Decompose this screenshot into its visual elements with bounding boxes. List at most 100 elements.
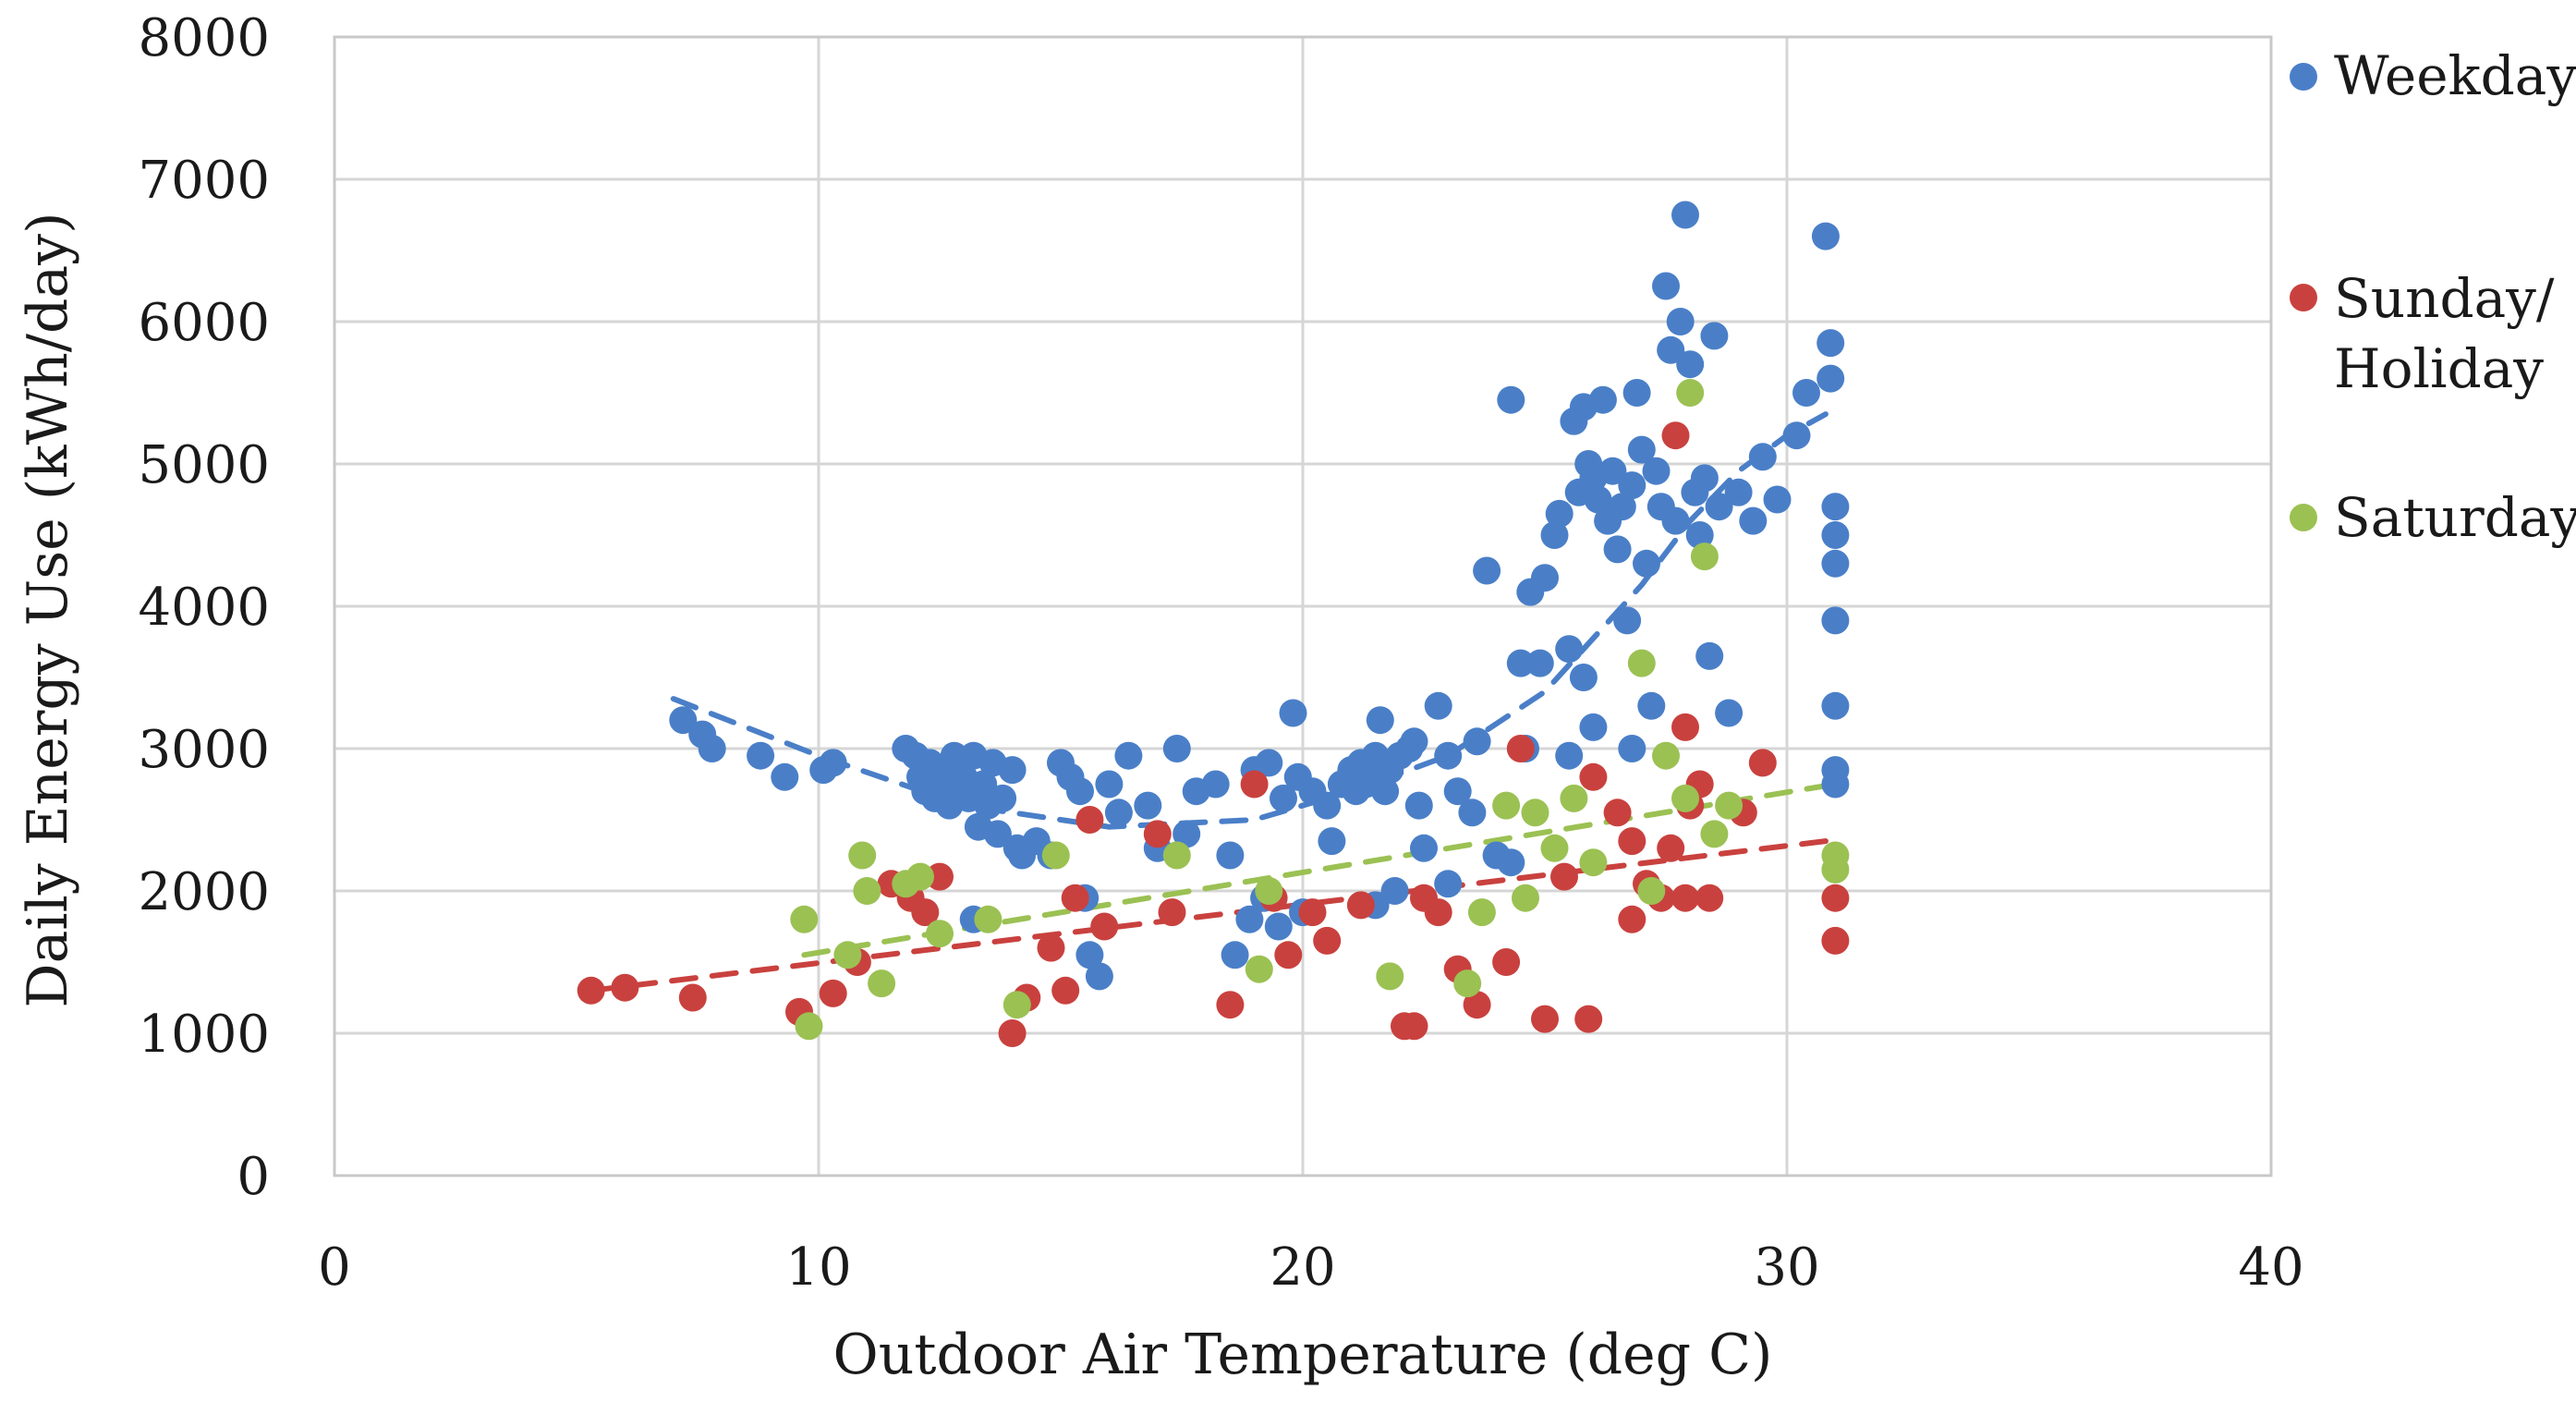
- point-s1-0: [577, 976, 605, 1005]
- point-s2-3: [848, 841, 877, 870]
- point-s2-2: [833, 941, 862, 969]
- y-tick-2000: 2000: [138, 862, 270, 922]
- point-s0-81: [1531, 564, 1559, 592]
- point-s0-83: [1540, 521, 1569, 549]
- point-s2-26: [1652, 741, 1680, 770]
- point-s1-43: [1661, 421, 1690, 450]
- point-s0-126: [1817, 364, 1845, 393]
- point-s1-2: [678, 983, 707, 1012]
- point-s1-23: [1298, 898, 1327, 927]
- y-tick-6000: 6000: [138, 293, 270, 353]
- point-s0-57: [1318, 827, 1346, 856]
- plot-frame: [333, 35, 2273, 1177]
- point-s0-77: [1497, 848, 1525, 877]
- y-tick-labels: 0 1000 2000 3000 4000 5000 6000 7000 8000: [138, 8, 270, 1207]
- point-s1-44: [1671, 713, 1699, 741]
- point-s0-119: [1739, 506, 1768, 535]
- point-s1-15: [1075, 806, 1104, 834]
- point-s0-96: [1608, 493, 1636, 521]
- point-s0-127: [1821, 493, 1850, 521]
- point-s0-91: [1584, 485, 1612, 514]
- point-s0-84: [1545, 499, 1574, 528]
- point-s1-20: [1240, 770, 1269, 799]
- point-s0-51: [1255, 749, 1283, 777]
- point-s2-11: [1041, 841, 1070, 870]
- point-s0-25: [983, 820, 1012, 848]
- data-points: [577, 201, 1850, 1047]
- point-s0-107: [1661, 506, 1690, 535]
- point-s1-49: [1748, 749, 1777, 777]
- point-s0-109: [1671, 201, 1699, 229]
- x-tick-20: 20: [1270, 1237, 1335, 1298]
- point-s2-13: [1245, 955, 1273, 983]
- point-s0-82: [1497, 385, 1525, 414]
- point-s0-97: [1613, 606, 1642, 635]
- point-s2-27: [1671, 784, 1699, 812]
- y-tick-8000: 8000: [138, 8, 270, 68]
- point-s1-13: [1051, 976, 1080, 1005]
- point-s0-3: [747, 741, 775, 770]
- point-s0-106: [1657, 335, 1685, 364]
- x-tick-30: 30: [1754, 1237, 1819, 1298]
- point-s0-4: [771, 762, 799, 791]
- point-s2-10: [1002, 991, 1031, 1019]
- point-s2-4: [853, 877, 881, 905]
- point-s1-53: [1618, 827, 1646, 856]
- point-s2-5: [868, 969, 896, 998]
- point-s0-26: [989, 784, 1017, 812]
- point-s2-29: [1690, 543, 1719, 571]
- y-tick-1000: 1000: [138, 1005, 270, 1065]
- plot-border: [333, 35, 2273, 1177]
- point-s1-27: [1400, 1012, 1428, 1041]
- point-s0-116: [1705, 493, 1733, 521]
- point-s0-140: [1264, 912, 1293, 941]
- legend-label-weekday: Weekday: [2334, 44, 2576, 107]
- point-s0-39: [1095, 770, 1124, 799]
- series-2: [790, 379, 1850, 1041]
- point-s0-144: [1434, 870, 1463, 898]
- y-tick-3000: 3000: [138, 720, 270, 780]
- point-s0-22: [969, 770, 998, 799]
- point-s1-51: [1821, 926, 1850, 955]
- point-s0-44: [1162, 735, 1191, 762]
- y-tick-0: 0: [237, 1147, 270, 1207]
- point-s0-100: [1627, 435, 1656, 464]
- point-s0-38: [1075, 941, 1104, 969]
- legend-label-sunday-holiday: Sunday/ Holiday: [2334, 267, 2571, 400]
- x-tick-40: 40: [2238, 1237, 2303, 1298]
- x-tick-10: 10: [785, 1237, 851, 1298]
- point-s1-14: [1061, 884, 1089, 912]
- point-s1-52: [1671, 884, 1699, 912]
- point-s0-73: [1443, 777, 1472, 806]
- point-s0-65: [1366, 706, 1394, 735]
- point-s2-33: [1821, 855, 1850, 884]
- point-s0-129: [1821, 549, 1850, 578]
- point-s0-134: [1579, 713, 1608, 741]
- point-s0-35: [1066, 777, 1094, 806]
- point-s0-41: [1114, 741, 1143, 770]
- point-s0-78: [1506, 649, 1535, 677]
- point-s0-49: [1221, 941, 1249, 969]
- point-s0-117: [1715, 699, 1744, 727]
- legend-item-saturday: Saturday: [2290, 486, 2576, 549]
- x-axis-title: Outdoor Air Temperature (deg C): [833, 1323, 1773, 1387]
- point-s1-50: [1821, 884, 1850, 912]
- legend-label-saturday: Saturday: [2334, 486, 2576, 549]
- point-s0-85: [1555, 635, 1584, 664]
- point-s0-130: [1821, 606, 1850, 635]
- point-s0-146: [1235, 905, 1264, 933]
- point-s1-12: [1037, 933, 1065, 962]
- point-s2-22: [1560, 784, 1588, 812]
- point-s0-52: [1270, 784, 1297, 812]
- point-s1-32: [1492, 948, 1521, 976]
- point-s1-37: [1579, 762, 1608, 791]
- point-s1-1: [611, 973, 639, 1002]
- trendline-1: [588, 838, 1829, 994]
- point-s0-45: [1173, 820, 1201, 848]
- point-s0-124: [1811, 222, 1840, 250]
- point-s2-17: [1467, 898, 1496, 927]
- point-s0-75: [1473, 556, 1501, 585]
- point-s0-101: [1633, 549, 1660, 578]
- point-s0-138: [1400, 727, 1428, 756]
